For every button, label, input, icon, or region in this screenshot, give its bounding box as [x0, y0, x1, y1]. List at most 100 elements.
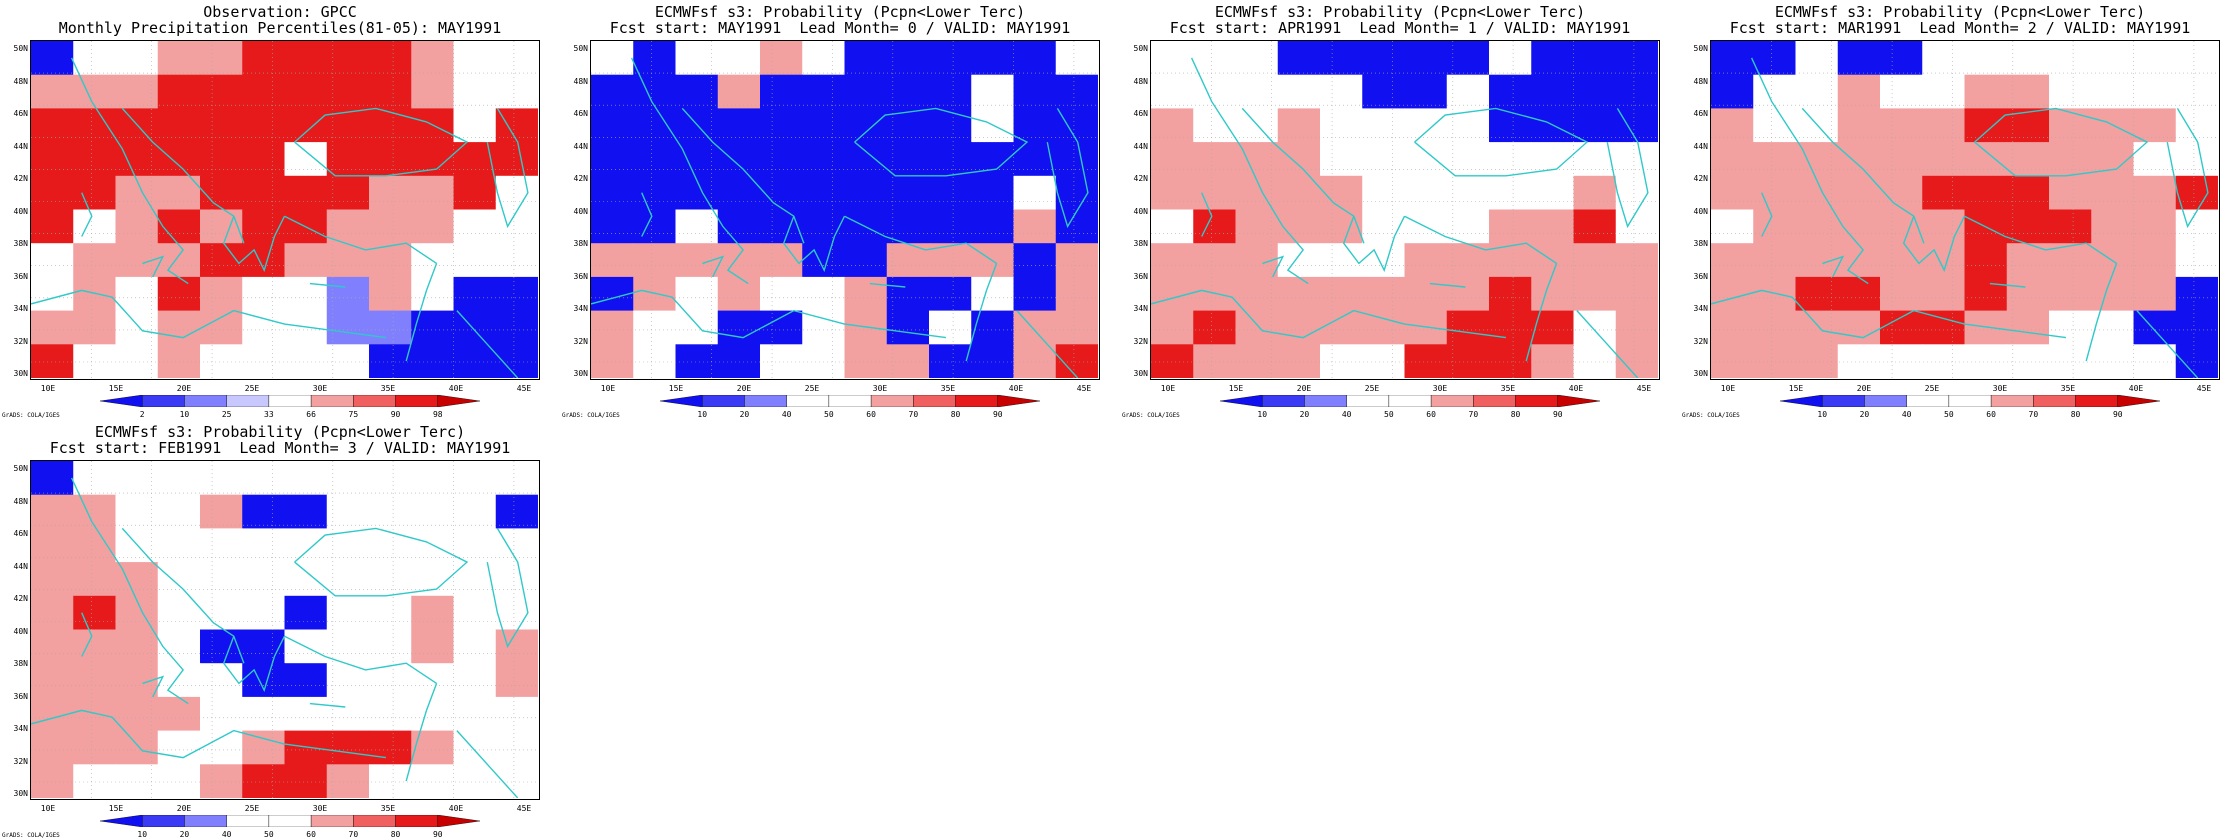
grid-cell — [369, 629, 412, 664]
lat-tick-label: 38N — [573, 239, 588, 248]
grid-cell — [369, 696, 412, 732]
grid-cell — [1711, 344, 1754, 378]
grid-cell — [73, 276, 116, 312]
grid-cell — [1362, 108, 1405, 143]
grid-cell — [760, 41, 803, 76]
coastline — [1964, 215, 2117, 264]
lon-tick-label: 10E — [1720, 384, 1736, 393]
grid-cell — [326, 142, 370, 177]
lat-tick-label: 48N — [573, 76, 588, 86]
colorbar-segment — [268, 395, 312, 407]
grid-cell — [284, 730, 328, 765]
grid-cell — [284, 663, 328, 698]
coastline — [486, 528, 529, 649]
grid-cell — [1446, 276, 1490, 312]
colorbar-segment — [2117, 395, 2160, 407]
coastline — [1241, 107, 1365, 244]
lon-tick-label: 45E — [1076, 384, 1092, 393]
colorbar-label: 80 — [1510, 410, 1521, 419]
coastline — [486, 108, 529, 229]
lat-tick-label: 46N — [1133, 109, 1148, 118]
lon-tick-label: 10E — [1160, 384, 1176, 393]
grid-cell — [1151, 74, 1194, 109]
coastline — [222, 635, 286, 693]
coastline — [309, 282, 346, 288]
grid-cell — [717, 74, 761, 109]
map-area — [30, 40, 540, 380]
lon-tick-label: 45E — [2196, 384, 2212, 393]
grid-cell — [115, 764, 159, 798]
grid-cell — [157, 344, 201, 378]
map-svg — [31, 41, 538, 378]
grid-cell — [802, 243, 845, 278]
grid-cell — [1711, 243, 1754, 278]
grid-cell — [1489, 310, 1532, 345]
coastline — [1404, 215, 1557, 264]
grid-cell — [1922, 74, 1965, 109]
grid-cell — [31, 562, 74, 597]
grid-cell — [453, 629, 497, 664]
map-area — [1710, 40, 2220, 380]
grid-cell — [200, 696, 243, 732]
grid-cell — [115, 276, 159, 312]
lat-tick-label: 42N — [13, 594, 28, 603]
grid-cell — [886, 142, 930, 177]
grid-cell — [200, 175, 243, 210]
lat-tick-label: 48N — [13, 496, 28, 506]
grid-cell — [1795, 142, 1839, 177]
grid-cell — [1362, 142, 1405, 177]
lat-tick-label: 30N — [573, 369, 588, 378]
lat-tick-label: 42N — [573, 174, 588, 183]
coastline — [1576, 310, 1639, 378]
grid-cell — [1446, 175, 1490, 210]
grid-cell — [242, 461, 285, 496]
grid-cell — [157, 528, 201, 563]
grid-cell — [1964, 243, 2008, 278]
grid-cell — [675, 344, 719, 378]
grid-cell — [1446, 310, 1490, 345]
grid-cell — [591, 344, 634, 378]
grid-cell — [929, 276, 972, 312]
grid-cell — [1489, 108, 1532, 143]
grid-cell — [31, 494, 74, 529]
grid-cell — [31, 74, 74, 109]
grid-cell — [31, 142, 74, 177]
lon-tick-label: 35E — [2060, 384, 2076, 393]
colorbar-segment — [1515, 395, 1558, 407]
grid-cell — [284, 108, 328, 143]
lat-tick-label: 34N — [1133, 304, 1148, 313]
coastline — [1974, 107, 2149, 177]
colorbar-segment — [142, 815, 185, 827]
grid-cell — [31, 663, 74, 698]
grid-cell — [1277, 276, 1321, 312]
lon-tick-label: 20E — [736, 384, 752, 393]
coastline — [641, 192, 653, 237]
grid-cell — [1964, 41, 2008, 76]
grid-cell — [2049, 108, 2092, 143]
grid-cell — [675, 276, 719, 312]
grid-cell — [633, 344, 676, 378]
grid-cell — [157, 663, 201, 698]
grid-cell — [1573, 344, 1617, 378]
lon-tick-label: 40E — [1568, 384, 1584, 393]
panel-title: ECMWFsf s3: Probability (Pcpn<Lower Terc… — [94, 423, 466, 441]
grid-cell — [1573, 209, 1617, 244]
coastline — [782, 215, 846, 273]
grid-cell — [1013, 276, 1057, 312]
grid-cell — [1922, 209, 1965, 244]
grid-cell — [31, 310, 74, 345]
colorbar-segment — [1906, 395, 1950, 407]
grid-cell — [1446, 243, 1490, 278]
colorbar-label: 2 — [139, 410, 145, 419]
grid-cell — [971, 74, 1014, 109]
grid-cell — [31, 764, 74, 798]
lat-tick-label: 34N — [13, 724, 28, 733]
grid-cell — [844, 310, 888, 345]
colorbar-label: 20 — [1859, 410, 1870, 419]
grid-cell — [157, 310, 201, 345]
lon-tick-label: 30E — [872, 384, 888, 393]
grid-cell — [802, 276, 845, 312]
grid-cell — [886, 41, 930, 76]
coastline — [1750, 57, 1869, 285]
grid-cell — [411, 344, 454, 378]
